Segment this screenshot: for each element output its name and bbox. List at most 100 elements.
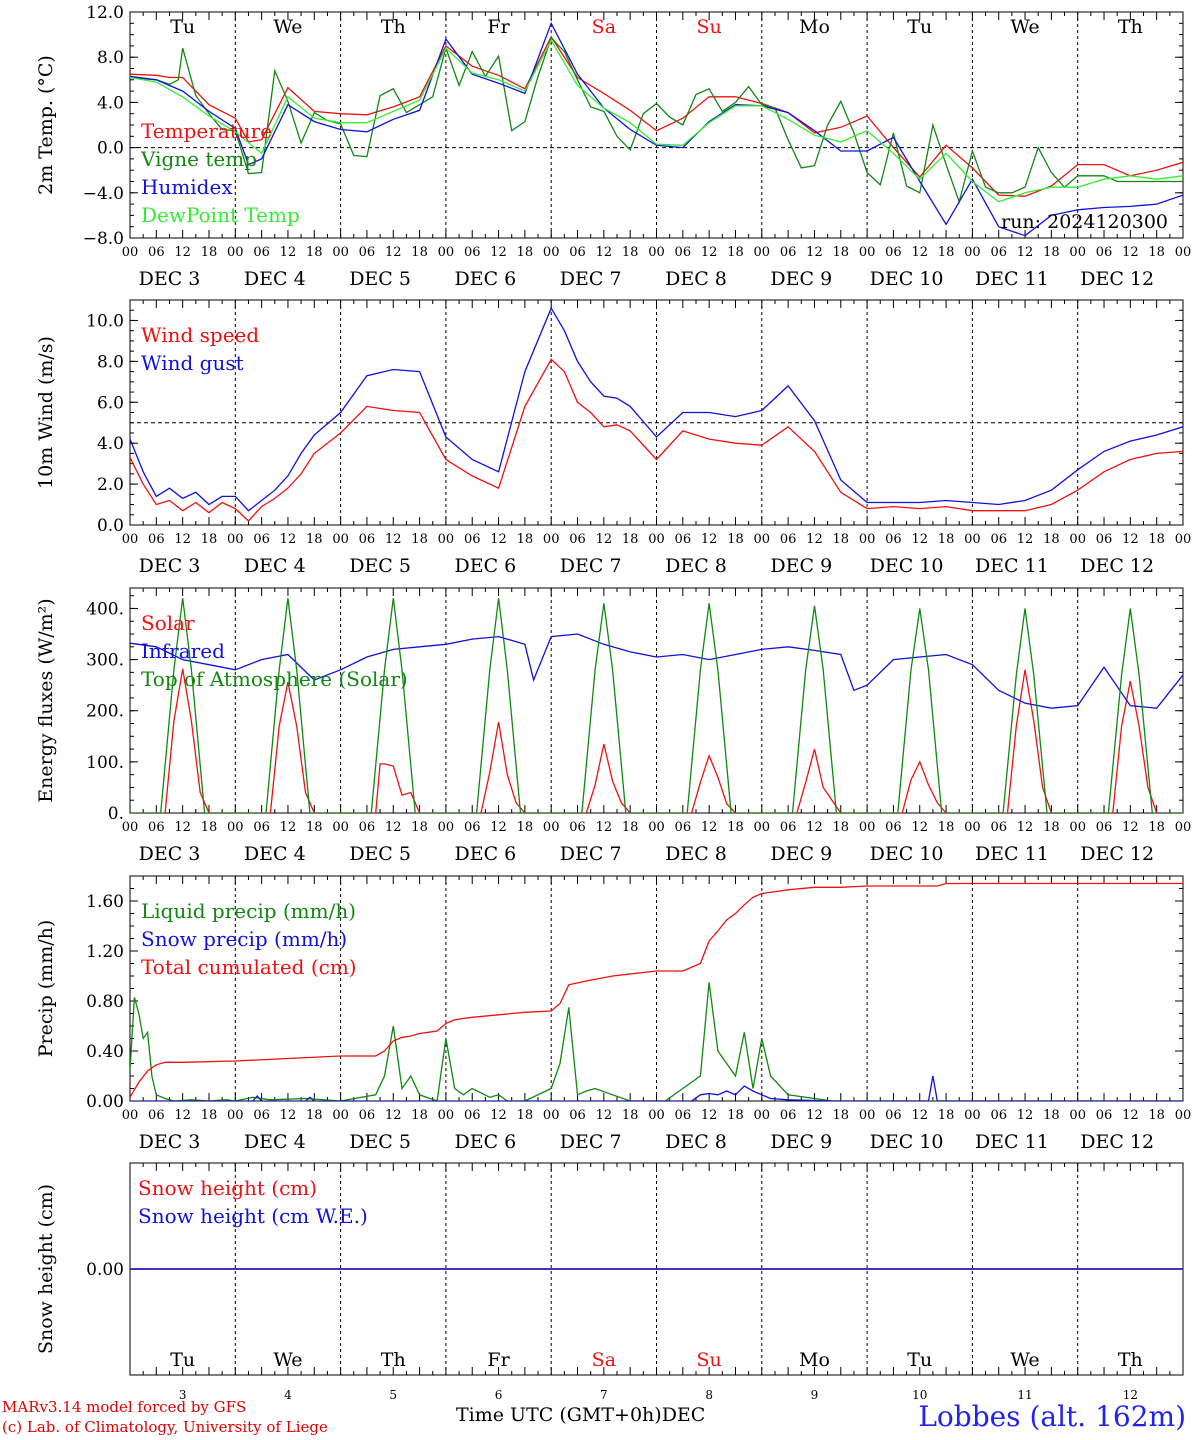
date-label: DEC 4 — [244, 268, 306, 290]
y-axis-label: Precip (mm/h) — [35, 920, 57, 1058]
hour-tick-label: 00 — [964, 245, 981, 260]
series-line-top-of-atmosphere-solar — [130, 598, 1183, 813]
hour-tick-label: 06 — [148, 532, 165, 547]
series-line-total-cumulated-cm — [130, 882, 1183, 1098]
hour-tick-label: 12 — [1122, 1108, 1139, 1123]
series-line-humidex — [130, 21, 1183, 237]
weekday-label: We — [273, 1349, 302, 1371]
hour-tick-label: 18 — [938, 532, 955, 547]
day-number-label: 5 — [389, 1388, 397, 1402]
hour-tick-label: 18 — [622, 532, 639, 547]
date-label: DEC 11 — [975, 555, 1049, 577]
series-line-wind-speed — [130, 358, 1183, 522]
hour-tick-label: 12 — [1122, 532, 1139, 547]
hour-tick-label: 12 — [280, 245, 297, 260]
date-label: DEC 3 — [139, 843, 201, 865]
y-tick-label: 0.0 — [97, 139, 124, 159]
hour-tick-label: 06 — [885, 1108, 902, 1123]
hour-tick-label: 00 — [543, 532, 560, 547]
lab-credit-line: (c) Lab. of Climatology, University of L… — [2, 1418, 328, 1436]
hour-tick-label: 18 — [1148, 532, 1165, 547]
hour-tick-label: 00 — [648, 245, 665, 260]
hour-tick-label: 00 — [543, 1108, 560, 1123]
hour-tick-label: 06 — [990, 1108, 1007, 1123]
model-credit-line: MARv3.14 model forced by GFS — [2, 1398, 247, 1416]
hour-tick-label: 12 — [806, 532, 823, 547]
x-axis-title-month: DEC — [661, 1404, 706, 1426]
hour-tick-label: 12 — [701, 1108, 718, 1123]
hour-tick-label: 00 — [332, 1108, 349, 1123]
date-label: DEC 10 — [870, 555, 944, 577]
hour-tick-label: 18 — [517, 245, 534, 260]
weekday-label: Th — [381, 16, 406, 38]
hour-tick-label: 18 — [1148, 1108, 1165, 1123]
day-number-label: 10 — [912, 1388, 927, 1402]
date-label: DEC 10 — [870, 268, 944, 290]
hour-tick-label: 00 — [122, 1108, 139, 1123]
hour-tick-label: 18 — [938, 1108, 955, 1123]
weekday-label: Fr — [487, 1349, 510, 1371]
date-label: DEC 7 — [560, 268, 622, 290]
weekday-label: Sa — [592, 1349, 616, 1371]
hour-tick-label: 18 — [622, 1108, 639, 1123]
day-number-label: 7 — [600, 1388, 608, 1402]
date-label: DEC 5 — [349, 1131, 411, 1153]
y-tick-label: 0.80 — [86, 992, 124, 1012]
hour-tick-label: 00 — [1069, 245, 1086, 260]
weekday-label: Mo — [799, 1349, 830, 1371]
hour-tick-label: 12 — [490, 245, 507, 260]
date-label: DEC 8 — [665, 1131, 727, 1153]
hour-tick-label: 18 — [306, 820, 323, 835]
y-tick-label: −8.0 — [83, 229, 124, 249]
hour-tick-label: 12 — [490, 532, 507, 547]
date-label: DEC 7 — [560, 843, 622, 865]
date-label: DEC 12 — [1080, 1131, 1154, 1153]
hour-tick-label: 18 — [1043, 532, 1060, 547]
hour-tick-label: 00 — [859, 532, 876, 547]
hour-tick-label: 06 — [359, 532, 376, 547]
date-label: DEC 3 — [139, 555, 201, 577]
hour-tick-label: 06 — [780, 532, 797, 547]
date-label: DEC 9 — [770, 1131, 832, 1153]
hour-tick-label: 06 — [990, 245, 1007, 260]
hour-tick-label: 12 — [806, 820, 823, 835]
day-number-label: 11 — [1017, 1388, 1032, 1402]
day-number-label: 12 — [1123, 1388, 1138, 1402]
y-tick-label: 6.0 — [97, 393, 124, 413]
y-axis-label: Snow height (cm) — [35, 1184, 57, 1354]
legend-entry: Infrared — [141, 639, 225, 663]
date-label: DEC 8 — [665, 555, 727, 577]
hour-tick-label: 06 — [464, 245, 481, 260]
hour-tick-label: 18 — [517, 820, 534, 835]
date-label: DEC 4 — [244, 1131, 306, 1153]
hour-tick-label: 18 — [833, 532, 850, 547]
hour-tick-label: 12 — [701, 532, 718, 547]
date-label: DEC 6 — [454, 1131, 516, 1153]
hour-tick-label: 12 — [490, 820, 507, 835]
hour-tick-label: 18 — [727, 820, 744, 835]
hour-tick-label: 00 — [1175, 532, 1192, 547]
hour-tick-label: 18 — [411, 820, 428, 835]
legend-entry: Wind speed — [141, 323, 259, 347]
y-tick-label: 0.40 — [86, 1042, 124, 1062]
hour-tick-label: 06 — [148, 245, 165, 260]
hour-tick-label: 00 — [754, 245, 771, 260]
hour-tick-label: 18 — [517, 1108, 534, 1123]
hour-tick-label: 12 — [1122, 820, 1139, 835]
day-number-label: 6 — [495, 1388, 503, 1402]
hour-tick-label: 12 — [280, 820, 297, 835]
legend-entry: Vigne temp — [140, 147, 257, 171]
hour-tick-label: 12 — [385, 820, 402, 835]
weekday-label: We — [1010, 16, 1039, 38]
series-line-temperature — [130, 35, 1183, 197]
date-label: DEC 7 — [560, 555, 622, 577]
hour-tick-label: 18 — [201, 820, 218, 835]
y-tick-label: 8.0 — [97, 48, 124, 68]
hour-tick-label: 00 — [964, 1108, 981, 1123]
x-axis-title: Time UTC (GMT+0h)DEC — [456, 1404, 705, 1426]
hour-tick-label: 12 — [701, 820, 718, 835]
date-label: DEC 7 — [560, 1131, 622, 1153]
hour-tick-label: 06 — [569, 532, 586, 547]
hour-tick-label: 00 — [543, 820, 560, 835]
hour-tick-label: 06 — [780, 1108, 797, 1123]
